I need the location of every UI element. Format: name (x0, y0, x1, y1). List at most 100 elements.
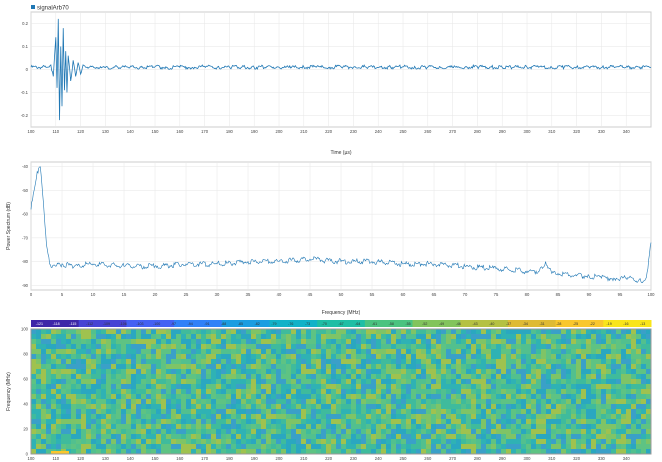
heatmap-cell (461, 444, 467, 450)
heatmap-cell (201, 419, 207, 425)
heatmap-cell (181, 439, 187, 445)
heatmap-cell (586, 379, 592, 385)
heatmap-cell (421, 399, 427, 405)
heatmap-cell (31, 409, 37, 415)
heatmap-cell (361, 404, 367, 410)
heatmap-cell (151, 409, 157, 415)
heatmap-cell (356, 424, 362, 430)
heatmap-cell (241, 369, 247, 375)
heatmap-cell (451, 429, 457, 435)
heatmap-cell (196, 344, 202, 350)
heatmap-cell (546, 394, 552, 400)
heatmap-cell (36, 389, 42, 395)
heatmap-cell (221, 364, 227, 370)
heatmap-cell (161, 329, 167, 335)
heatmap-cell (456, 389, 462, 395)
heatmap-cell (191, 359, 197, 365)
heatmap-cell (126, 329, 132, 335)
heatmap-cell (561, 419, 567, 425)
heatmap-cell (101, 414, 107, 420)
heatmap-cell (626, 344, 632, 350)
heatmap-cell (246, 429, 252, 435)
heatmap-cell (501, 379, 507, 385)
heatmap-cell (466, 409, 472, 415)
heatmap-cell (566, 419, 572, 425)
heatmap-cell (401, 384, 407, 390)
heatmap-cell (351, 369, 357, 375)
heatmap-cell (216, 444, 222, 450)
x-tick-label: 130 (102, 456, 110, 461)
heatmap-cell (431, 424, 437, 430)
heatmap-cell (181, 389, 187, 395)
heatmap-cell (446, 404, 452, 410)
heatmap-cell (451, 439, 457, 445)
heatmap-cell (246, 369, 252, 375)
heatmap-cell (626, 419, 632, 425)
heatmap-cell (581, 384, 587, 390)
heatmap-cell (146, 369, 152, 375)
heatmap-cell (301, 399, 307, 405)
heatmap-cell (641, 334, 647, 340)
heatmap-cell (76, 349, 82, 355)
heatmap-cell (36, 339, 42, 345)
heatmap-cell (111, 344, 117, 350)
heatmap-cell (146, 439, 152, 445)
heatmap-cell (231, 434, 237, 440)
heatmap-cell (126, 349, 132, 355)
heatmap-cell (81, 449, 87, 455)
heatmap-cell (396, 434, 402, 440)
heatmap-cell (296, 444, 302, 450)
heatmap-cell (371, 409, 377, 415)
heatmap-cell (346, 379, 352, 385)
heatmap-cell (181, 449, 187, 455)
heatmap-cell (606, 379, 612, 385)
colorbar-label: -94 (188, 322, 193, 326)
heatmap-cell (221, 334, 227, 340)
heatmap-cell (456, 329, 462, 335)
heatmap-cell (556, 329, 562, 335)
heatmap-cell (336, 399, 342, 405)
heatmap-cell (196, 329, 202, 335)
heatmap-cell (416, 414, 422, 420)
heatmap-cell (211, 394, 217, 400)
heatmap-cell (576, 434, 582, 440)
heatmap-cell (181, 444, 187, 450)
heatmap-cell (201, 339, 207, 345)
heatmap-cell (86, 389, 92, 395)
heatmap-cell (621, 369, 627, 375)
heatmap-cell (81, 409, 87, 415)
heatmap-cell (306, 354, 312, 360)
heatmap-cell (556, 429, 562, 435)
heatmap-cell (131, 399, 137, 405)
heatmap-cell (376, 419, 382, 425)
heatmap-cell (81, 444, 87, 450)
heatmap-cell (76, 379, 82, 385)
heatmap-cell (606, 339, 612, 345)
heatmap-cell (431, 434, 437, 440)
heatmap-cell (591, 344, 597, 350)
heatmap-cell (621, 434, 627, 440)
heatmap-cell (646, 339, 652, 345)
heatmap-cell (546, 369, 552, 375)
heatmap-cell (631, 419, 637, 425)
heatmap-cell (451, 334, 457, 340)
heatmap-cell (401, 444, 407, 450)
heatmap-cell (56, 414, 62, 420)
heatmap-cell (606, 389, 612, 395)
heatmap-cell (571, 434, 577, 440)
heatmap-cell (156, 339, 162, 345)
heatmap-cell (556, 424, 562, 430)
heatmap-cell (646, 379, 652, 385)
heatmap-cell (346, 419, 352, 425)
heatmap-cell (151, 424, 157, 430)
heatmap-cell (516, 419, 522, 425)
heatmap-cell (516, 369, 522, 375)
heatmap-cell (441, 379, 447, 385)
heatmap-cell (621, 359, 627, 365)
heatmap-cell (566, 389, 572, 395)
heatmap-cell (176, 399, 182, 405)
x-tick-label: 260 (424, 456, 432, 461)
heatmap-cell (331, 329, 337, 335)
heatmap-cell (456, 359, 462, 365)
heatmap-cell (516, 424, 522, 430)
